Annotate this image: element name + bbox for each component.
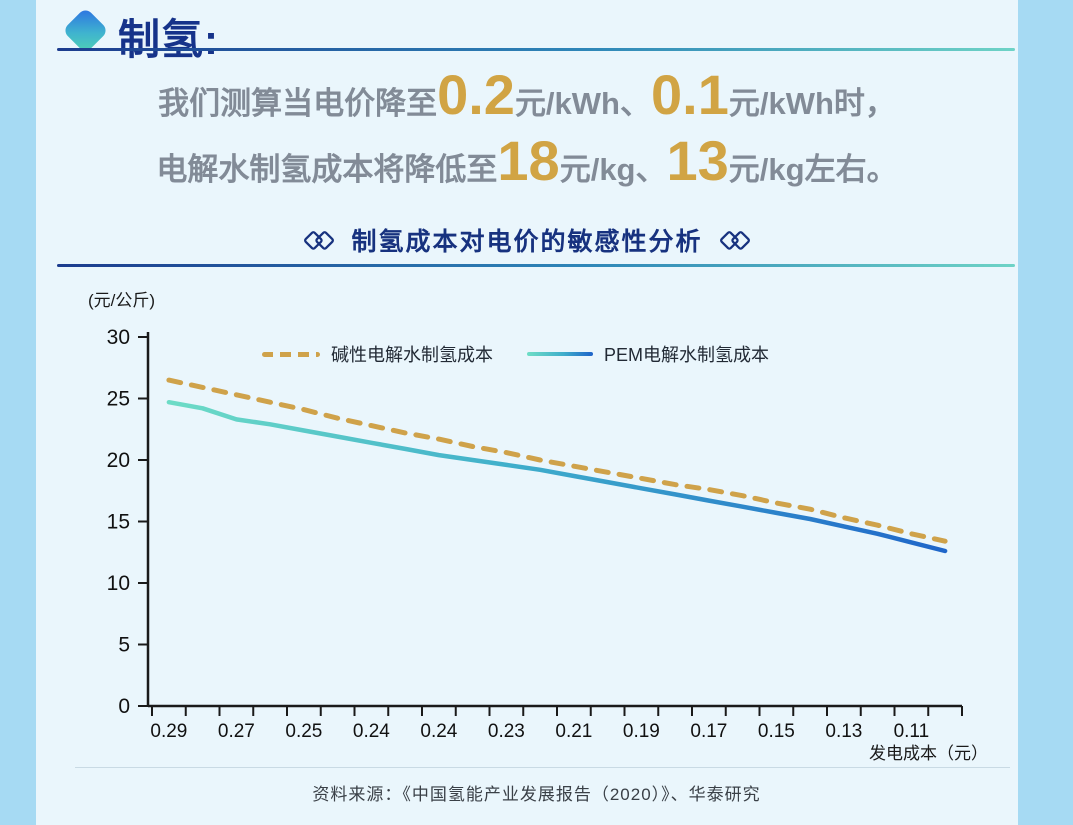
section-title-row: 制氢成本对电价的敏感性分析 xyxy=(36,222,1018,258)
y-tick-label: 15 xyxy=(107,511,130,534)
right-border-strip xyxy=(1018,0,1073,825)
y-tick-label: 30 xyxy=(107,326,130,349)
legend-item-alkaline: 碱性电解水制氢成本 xyxy=(262,341,493,367)
y-tick-label: 10 xyxy=(107,572,130,595)
pem-cost-line xyxy=(166,399,948,554)
y-tick-label: 20 xyxy=(107,449,130,472)
callout-segment: 元/kWh时， xyxy=(728,86,896,121)
alkaline-dashed-line-swatch xyxy=(262,351,320,357)
legend-item-pem: PEM电解水制氢成本 xyxy=(527,341,769,367)
x-tick-label: 0.24 xyxy=(353,721,390,742)
highlight-number: 0.2 xyxy=(437,63,515,126)
left-border-strip xyxy=(0,0,36,825)
chart-legend: 碱性电解水制氢成本 PEM电解水制氢成本 xyxy=(262,341,769,367)
x-tick-label: 0.27 xyxy=(218,721,255,742)
y-tick-label: 5 xyxy=(118,634,130,657)
callout-segment: 我们测算当电价降至 xyxy=(158,86,438,121)
x-tick-label: 0.11 xyxy=(894,721,930,742)
footer-divider xyxy=(75,767,1010,768)
x-tick-label: 0.23 xyxy=(488,721,525,742)
x-tick-label: 0.21 xyxy=(555,721,592,742)
x-tick-label: 0.29 xyxy=(150,721,187,742)
chart-title: 制氢成本对电价的敏感性分析 xyxy=(351,228,703,256)
legend-label-pem: PEM电解水制氢成本 xyxy=(604,345,770,365)
double-diamond-icon xyxy=(304,230,335,250)
x-tick-label: 0.25 xyxy=(285,721,322,742)
x-tick-label: 0.13 xyxy=(825,721,862,742)
alkaline-cost-line xyxy=(166,377,948,544)
source-text: 资料来源：《中国氢能产业发展报告（2020）》、华泰研究 xyxy=(312,785,761,804)
diamond-icon xyxy=(62,7,109,54)
double-diamond-icon xyxy=(719,230,750,250)
sensitivity-line-chart: 0 5 10 15 20 25 30 0.29 0.27 0.25 0.24 0.24 0.23 0.21… xyxy=(107,326,963,742)
page-title: 制氢: xyxy=(118,16,219,63)
callout-line-2: 电解水制氢成本将降低至18元/kg、13元/kg左右。 xyxy=(36,132,1018,198)
callout-segment: 电解水制氢成本将降低至 xyxy=(156,152,498,187)
highlight-number: 0.1 xyxy=(651,63,729,126)
header-underline xyxy=(57,48,1015,51)
x-tick-label: 0.17 xyxy=(690,721,727,742)
callout-segment: 元/kg左右。 xyxy=(728,152,898,187)
y-tick-label: 0 xyxy=(118,695,130,718)
callout-segment: 元/kg、 xyxy=(559,152,667,187)
x-tick-label: 0.24 xyxy=(420,721,457,742)
callout-line-1: 我们测算当电价降至0.2元/kWh、0.1元/kWh时， xyxy=(36,66,1018,132)
callout-segment: 元/kWh、 xyxy=(514,86,651,121)
highlight-number: 13 xyxy=(666,129,729,192)
y-axis-label: (元/公斤) xyxy=(88,291,156,310)
x-axis-label: 发电成本（元） xyxy=(869,744,988,763)
x-tick-label: 0.19 xyxy=(623,721,660,742)
legend-label-alkaline: 碱性电解水制氢成本 xyxy=(331,345,493,365)
y-tick-label: 25 xyxy=(107,388,130,411)
highlight-number: 18 xyxy=(497,129,560,192)
callout-text: 我们测算当电价降至0.2元/kWh、0.1元/kWh时， 电解水制氢成本将降低至… xyxy=(36,66,1018,198)
section-underline xyxy=(57,264,1015,267)
x-tick-label: 0.15 xyxy=(758,721,795,742)
pem-solid-line-swatch xyxy=(527,352,593,356)
